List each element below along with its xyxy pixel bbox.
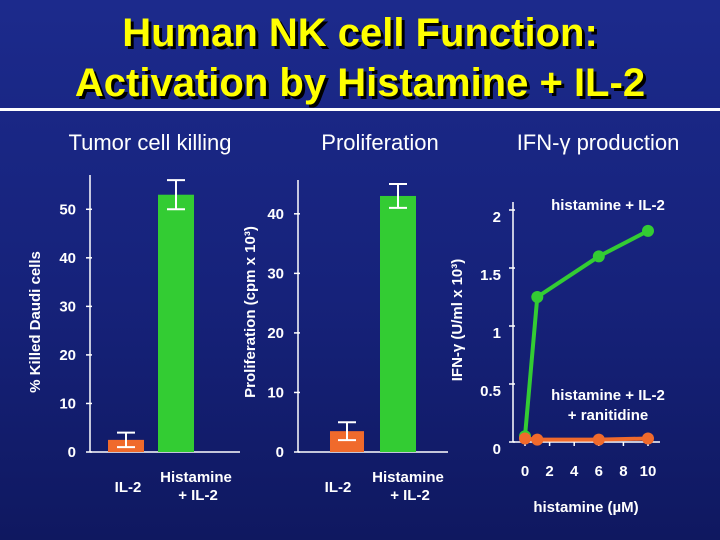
panel1-y-tick-label: 10 [59, 395, 76, 412]
panel2-y-tick-label: 0 [276, 444, 284, 461]
panel1-bar-histamine-il2 [158, 194, 194, 452]
panel3-point-histamine-il2 [642, 224, 654, 237]
panel3-x-tick-label: 0 [521, 463, 529, 480]
panel3-y-tick-label: 2 [493, 209, 501, 226]
panel3-y-tick-label: 1.5 [480, 267, 501, 284]
panel3-point-ranitidine [642, 432, 654, 445]
panel3-point-ranitidine [519, 432, 531, 445]
panel3-y-tick-label: 0.5 [480, 383, 501, 400]
panel1-y-tick-label: 40 [59, 250, 76, 267]
panel3-series-label-ranitidine-line1: histamine + IL-2 [551, 387, 665, 404]
panel2-y-tick-label: 10 [267, 384, 284, 401]
panel1-y-tick-label: 30 [59, 298, 76, 315]
panel1-category-label: Histamine [160, 469, 232, 486]
panel3-y-tick-label: 0 [493, 441, 501, 458]
panel2-y-tick-label: 40 [267, 206, 284, 223]
panel3-series-label-histamine-il2: histamine + IL-2 [551, 197, 665, 214]
panel3-x-axis-label: histamine (µM) [533, 499, 638, 516]
panel1-y-tick-label: 20 [59, 347, 76, 364]
slide-title: Human NK cell Function: Activation by Hi… [0, 8, 720, 108]
panel2-category-label: + IL-2 [390, 487, 430, 504]
title-divider [0, 108, 720, 111]
panel1-category-label: + IL-2 [178, 487, 218, 504]
panel3-x-tick-label: 4 [570, 463, 579, 480]
panel1-title: Tumor cell killing [68, 130, 231, 155]
panel2-y-tick-label: 20 [267, 325, 284, 342]
slide-title-line2: Activation by Histamine + IL-2 [74, 61, 646, 105]
panel1-y-tick-label: 0 [68, 444, 76, 461]
panel2-category-label: IL-2 [325, 479, 352, 496]
panel3-point-histamine-il2 [592, 250, 605, 263]
slide-title-line1: Human NK cell Function: [122, 11, 598, 55]
panel2-y-tick-label: 30 [267, 265, 284, 282]
panel2-y-axis-label: Proliferation (cpm x 10³) [242, 226, 259, 398]
panel2-bar-histamine-il2 [380, 195, 416, 453]
panel1-y-axis-label: % Killed Daudi cells [27, 251, 44, 393]
panel3-point-histamine-il2 [531, 291, 544, 303]
panel2-category-label: Histamine [372, 469, 444, 486]
panel3-series-line-ranitidine [524, 436, 649, 442]
panel3-title: IFN-γ production [517, 130, 680, 155]
panel3-point-ranitidine [592, 433, 605, 446]
panel2-bar-il2 [330, 431, 364, 452]
panel1-y-tick-label: 50 [59, 201, 76, 218]
panel3-y-axis-label: IFN-γ (U/ml x 10³) [449, 259, 466, 382]
panel3-y-tick-label: 1 [493, 325, 501, 342]
panel3-x-tick-label: 6 [595, 463, 603, 480]
panel3-series-line-histamine-il2 [523, 229, 649, 437]
panel3-x-tick-label: 8 [619, 463, 627, 480]
panel2-title: Proliferation [321, 130, 438, 155]
panel3-point-ranitidine [531, 433, 544, 446]
panel3-series-label-ranitidine-line2: + ranitidine [568, 407, 648, 424]
panel3-x-tick-label: 10 [640, 463, 657, 480]
panel3-x-tick-label: 2 [545, 463, 553, 480]
panel1-category-label: IL-2 [115, 479, 142, 496]
